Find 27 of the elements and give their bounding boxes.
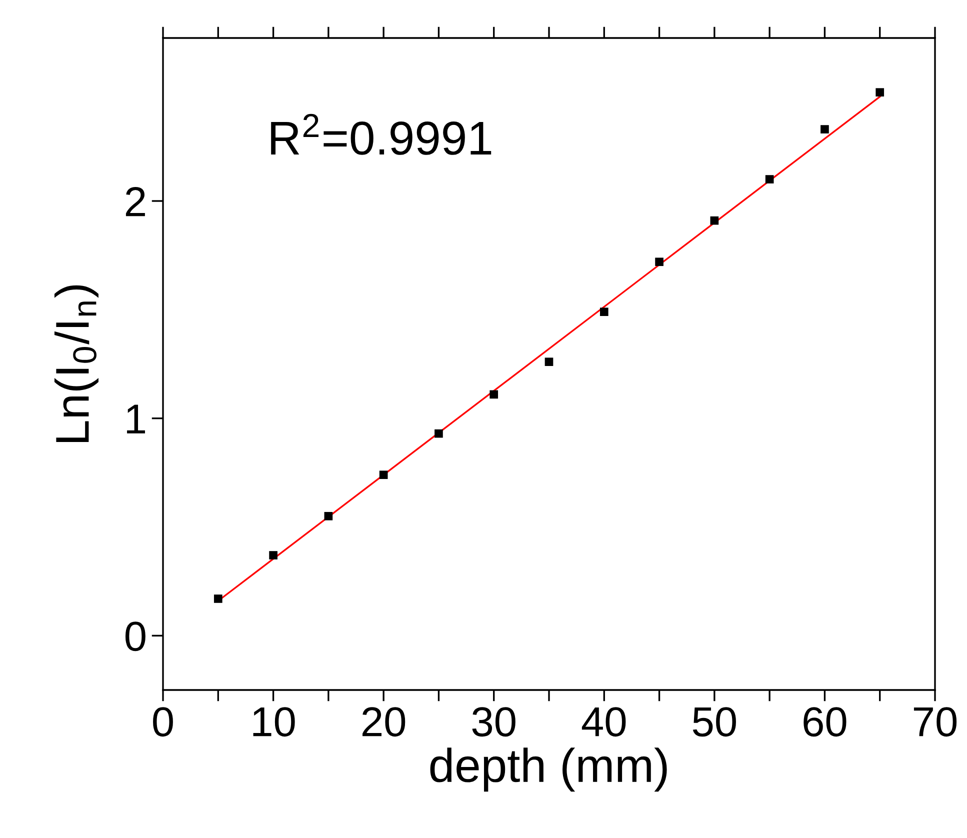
point: [324, 512, 333, 520]
x-tick-label: 40: [582, 707, 626, 737]
x-tick-label: 60: [804, 707, 846, 737]
point: [655, 258, 664, 266]
x-axis-title: depth (mm): [430, 748, 667, 792]
x-tick-label: 70: [914, 707, 957, 737]
x-tick-label: 30: [472, 707, 516, 737]
point: [544, 358, 554, 366]
y-tick-label: 1: [127, 404, 145, 434]
x-tick-label: 0: [153, 707, 173, 737]
point: [820, 125, 829, 134]
y-tick-label: 0: [125, 622, 146, 652]
point: [434, 429, 443, 438]
x-tick-label: 10: [253, 707, 295, 737]
point: [710, 216, 719, 225]
point: [600, 308, 608, 316]
point: [379, 470, 388, 480]
point: [876, 88, 884, 96]
point: [214, 594, 222, 603]
annotation: R$^{2}$=0.9991: [271, 114, 492, 155]
x-tick-label: 50: [692, 707, 736, 737]
y-tick-label: 2: [126, 187, 145, 216]
y-axis-title: Ln(I$_{0}$/I$_{n}$): [54, 285, 98, 442]
point: [765, 175, 774, 184]
point: [490, 390, 498, 399]
point: [269, 551, 278, 560]
x-tick-label: 20: [362, 707, 406, 737]
